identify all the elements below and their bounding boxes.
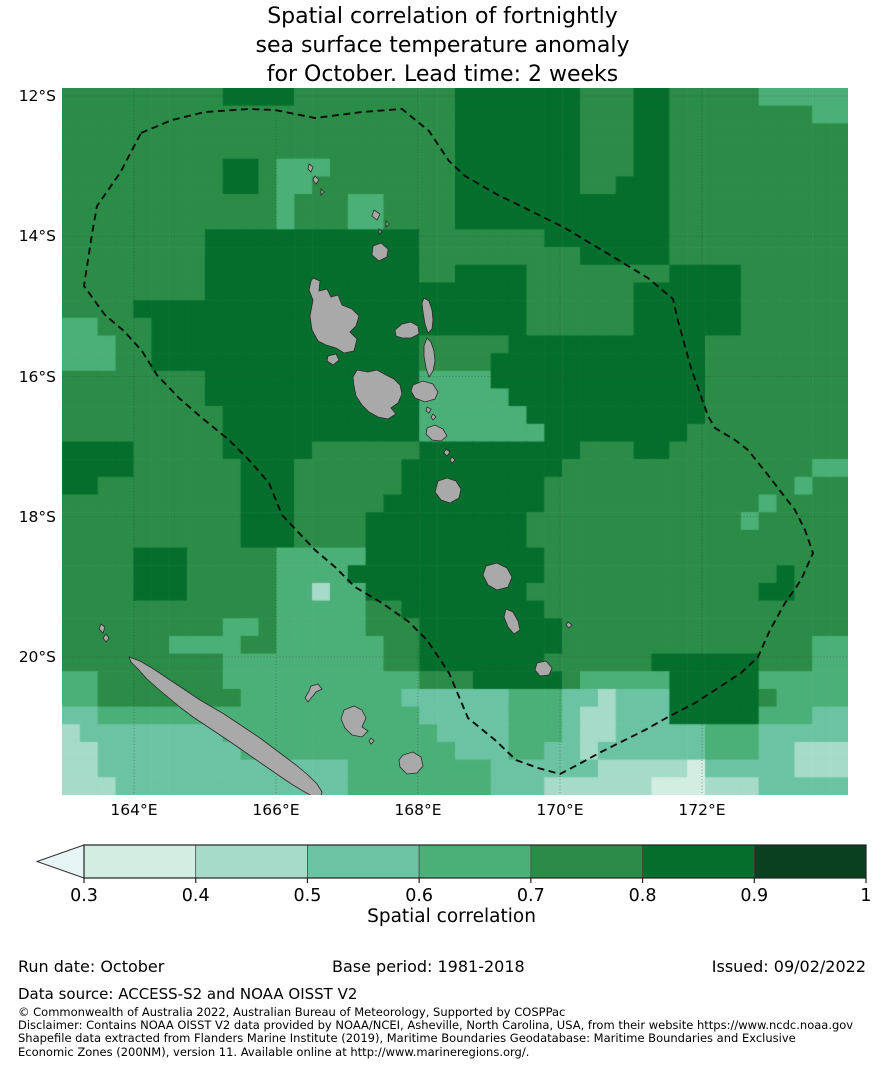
title-line-1: Spatial correlation of fortnightly: [267, 4, 618, 29]
data-source-text: Data source: ACCESS-S2 and NOAA OISST V2: [18, 985, 358, 1003]
colorbar-underflow-arrow: [35, 844, 85, 879]
colorbar-segment: [307, 844, 420, 879]
colorbar-segment: [642, 844, 755, 879]
x-tick-label: 170°E: [536, 801, 584, 819]
disclaimer-text: Disclaimer: Contains NOAA OISST V2 data …: [18, 1019, 854, 1032]
issued-text: Issued: 09/02/2022: [711, 957, 866, 976]
y-tick-label: 12°S: [18, 87, 56, 105]
y-tick-label: 18°S: [18, 507, 56, 526]
colorbar: 0.3 0.4 0.5 0.6 0.7 0.8 0.9 1: [35, 844, 872, 906]
copyright-text: © Commonwealth of Australia 2022, Austra…: [18, 1006, 566, 1019]
colorbar-segment: [195, 844, 308, 879]
colorbar-frame: [83, 844, 867, 879]
colorbar-segment: [753, 844, 867, 879]
eez-version-text: Economic Zones (200NM), version 11. Avai…: [18, 1046, 530, 1059]
colorbar-label: Spatial correlation: [367, 906, 536, 927]
colorbar-tick-label: 0.8: [629, 886, 657, 906]
run-date-text: Run date: October: [18, 957, 165, 976]
x-tick-label: 166°E: [252, 801, 300, 819]
base-period-text: Base period: 1981-2018: [332, 957, 525, 976]
colorbar-tick-label: 0.9: [740, 886, 768, 906]
colorbar-tick-label: 0.7: [517, 886, 545, 906]
y-tick-label: 14°S: [18, 227, 56, 246]
colorbar-tick-label: 1: [860, 886, 871, 906]
colorbar-segment: [83, 844, 197, 879]
x-tick-label: 172°E: [678, 801, 726, 819]
colorbar-tick-label: 0.6: [405, 886, 433, 906]
x-tick-label: 164°E: [110, 801, 158, 819]
x-tick-label: 168°E: [394, 801, 442, 819]
title-line-2: sea surface temperature anomaly: [255, 33, 630, 58]
colorbar-tick-label: 0.5: [294, 886, 322, 906]
colorbar-segment: [418, 844, 532, 879]
colorbar-tick-label: 0.3: [70, 886, 98, 906]
colorbar-segment: [530, 844, 643, 879]
shapefile-credit-text: Shapefile data extracted from Flanders M…: [18, 1032, 796, 1045]
y-tick-label: 20°S: [18, 648, 56, 666]
correlation-heatmap: [62, 88, 848, 795]
y-tick-label: 16°S: [18, 367, 56, 386]
title-line-3: for October. Lead time: 2 weeks: [266, 62, 619, 87]
colorbar-tick-label: 0.4: [182, 886, 210, 906]
